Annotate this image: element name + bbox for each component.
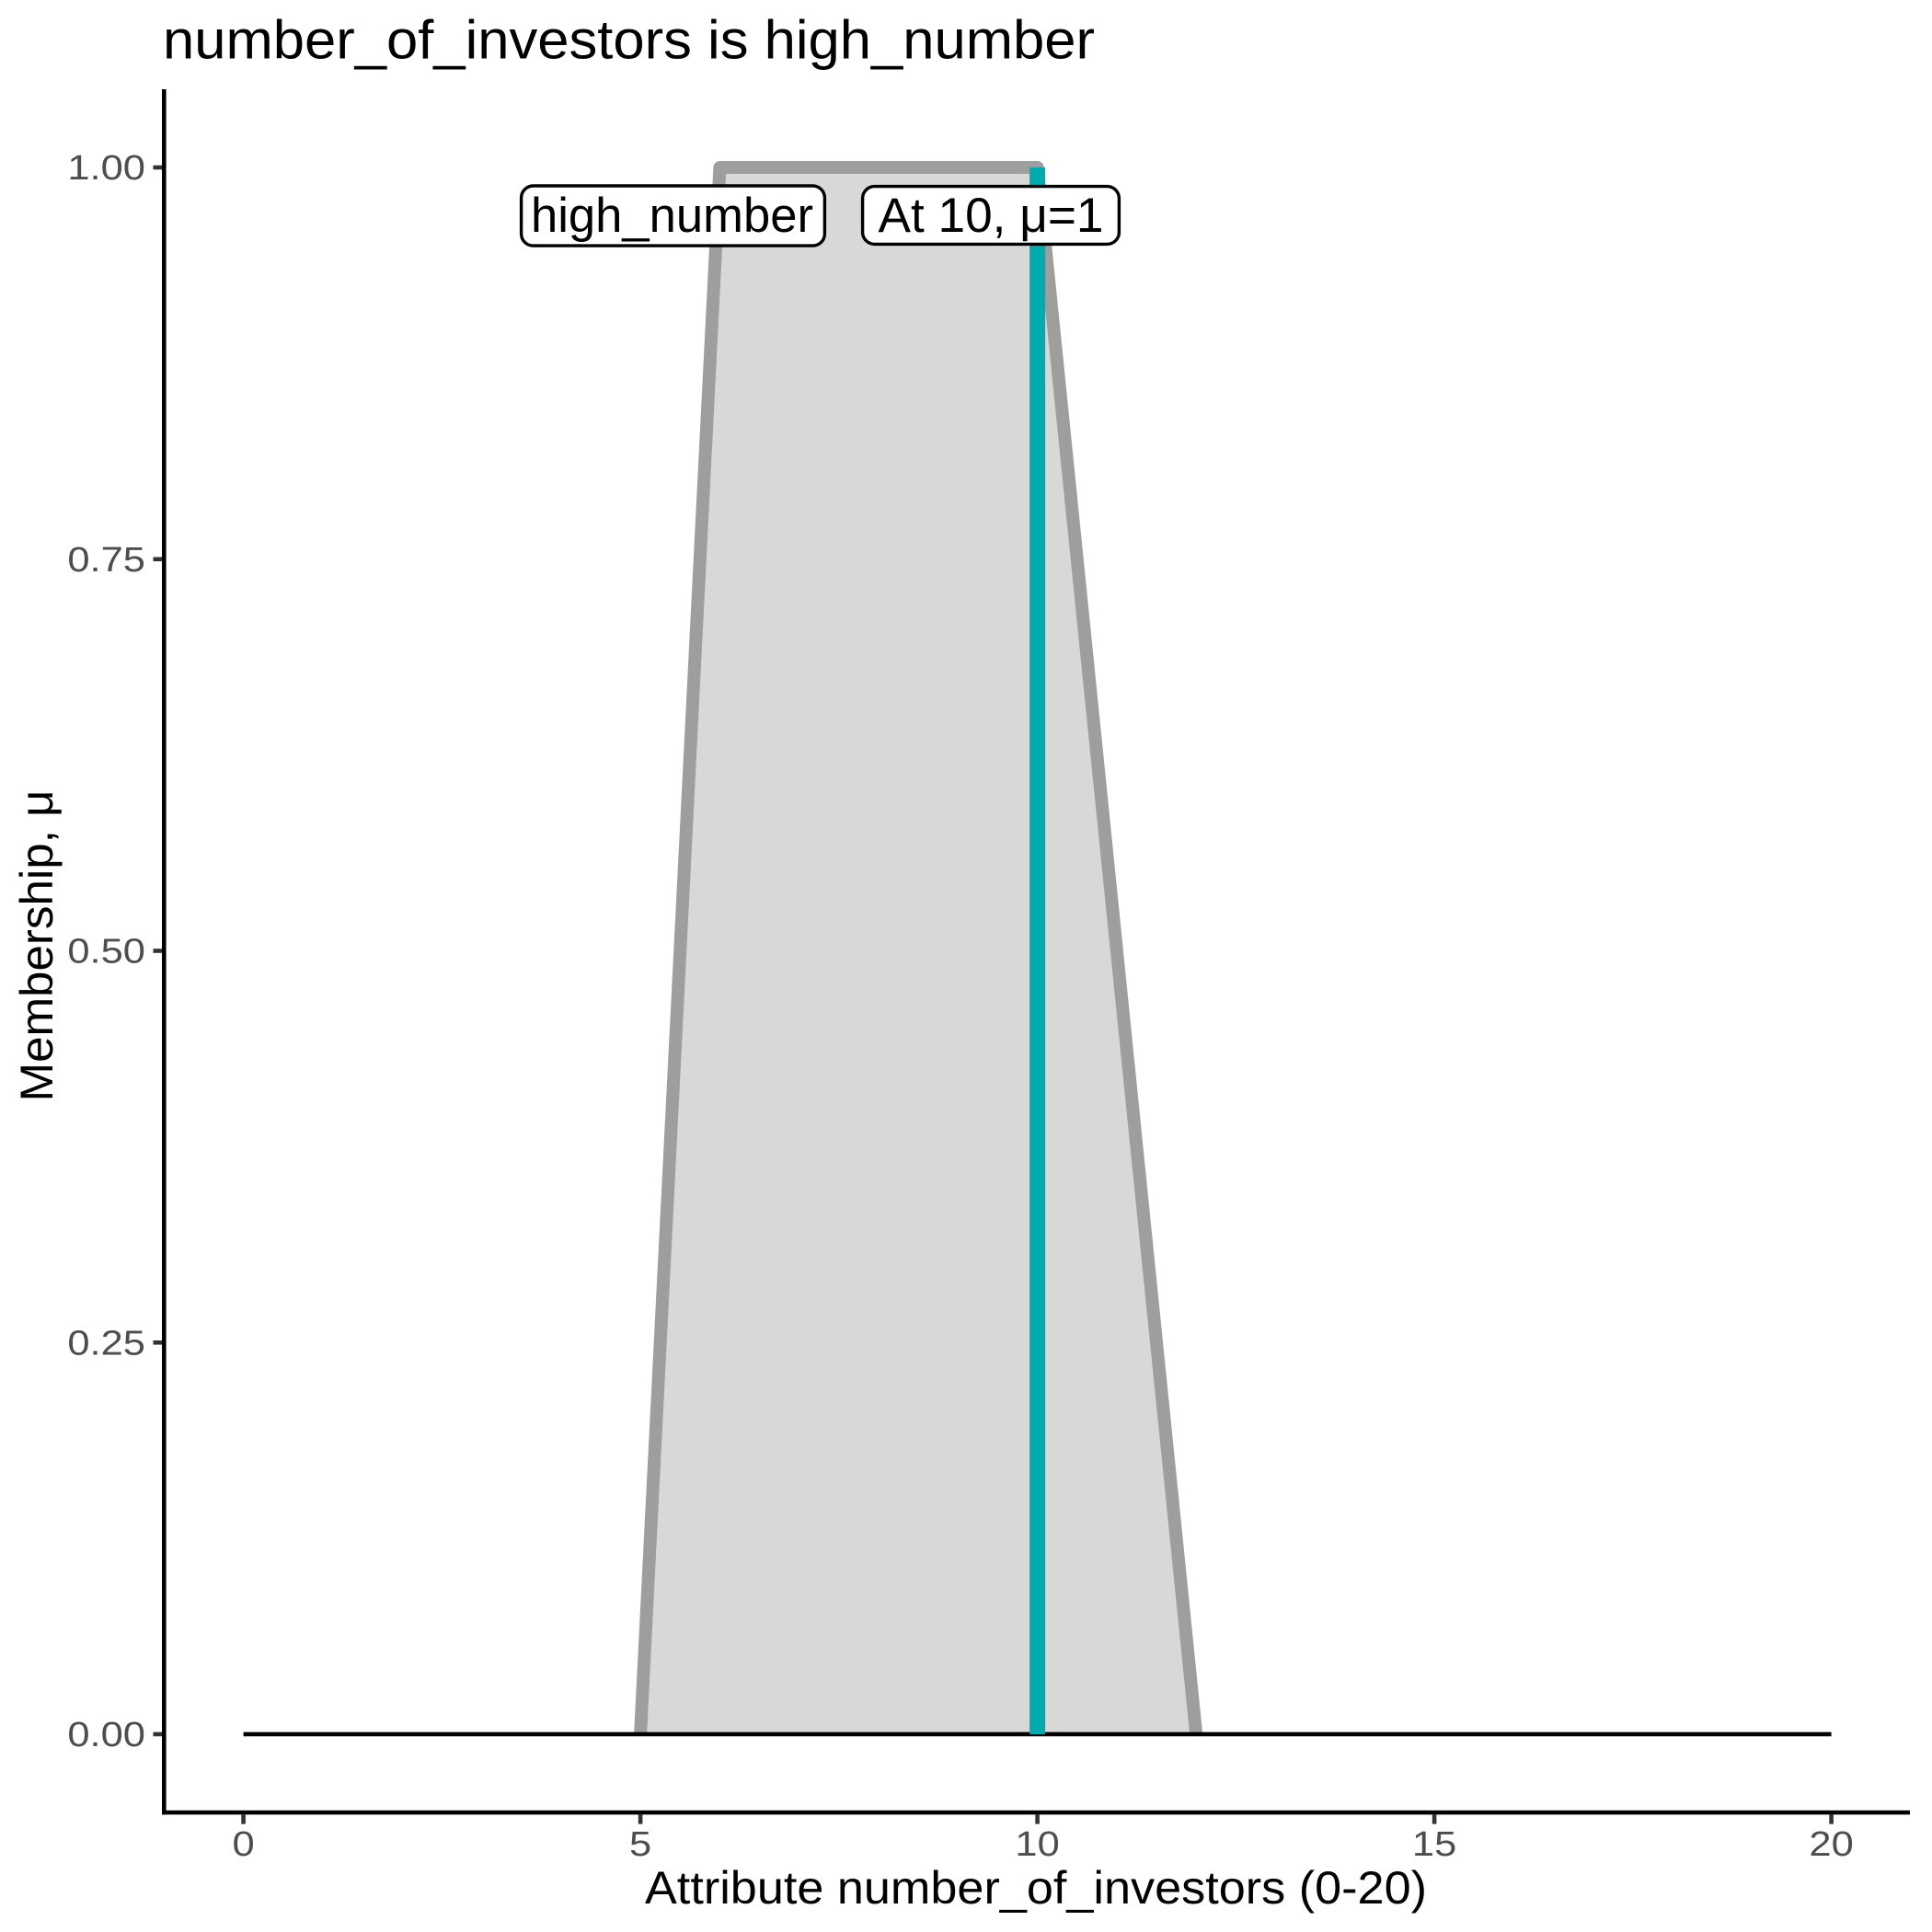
svg-text:Attribute number_of_investors: Attribute number_of_investors (0-20) xyxy=(645,1862,1427,1914)
svg-text:high_number: high_number xyxy=(531,189,813,243)
svg-text:5: 5 xyxy=(629,1825,651,1864)
svg-text:15: 15 xyxy=(1412,1825,1456,1864)
svg-text:0.75: 0.75 xyxy=(67,541,145,580)
svg-text:10: 10 xyxy=(1015,1825,1059,1864)
svg-text:0: 0 xyxy=(233,1825,255,1864)
svg-text:0.25: 0.25 xyxy=(67,1325,145,1363)
svg-text:0.00: 0.00 xyxy=(67,1716,145,1754)
svg-text:number_of_investors is high_nu: number_of_investors is high_number xyxy=(163,10,1095,71)
svg-text:20: 20 xyxy=(1809,1825,1853,1864)
svg-text:At 10, μ=1: At 10, μ=1 xyxy=(879,189,1104,243)
svg-text:0.50: 0.50 xyxy=(67,933,145,972)
svg-text:Membership, μ: Membership, μ xyxy=(11,790,63,1102)
svg-text:1.00: 1.00 xyxy=(67,149,145,188)
